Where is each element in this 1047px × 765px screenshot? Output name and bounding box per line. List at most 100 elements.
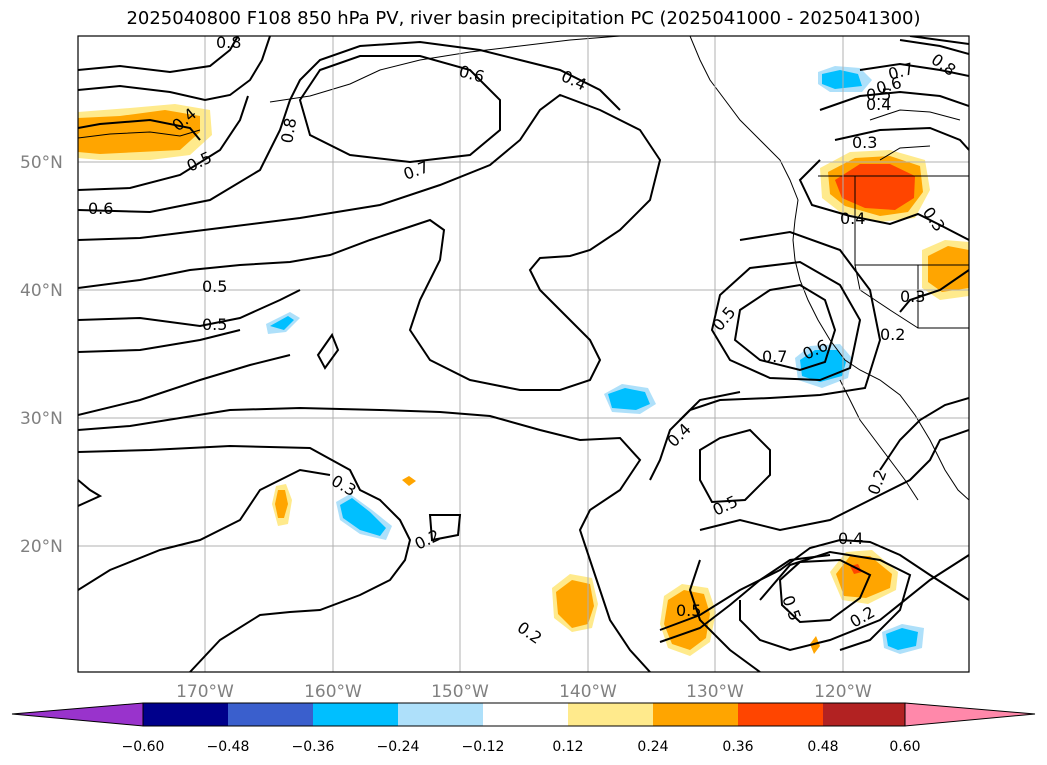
contour-line <box>699 429 969 532</box>
contour-line <box>78 289 301 328</box>
lon-label: 140°W <box>559 682 617 702</box>
colorbar-segment <box>228 703 313 726</box>
contour-line <box>819 90 969 111</box>
contour-line <box>688 559 761 672</box>
contour-label: 0.4 <box>866 95 891 114</box>
contour-line <box>710 260 862 382</box>
colorbar-segment <box>483 703 568 726</box>
shade-positive-tiny <box>810 636 820 654</box>
contour-label: 0.5 <box>676 601 701 620</box>
map-frame <box>77 35 970 673</box>
colorbar-tick: −0.60 <box>122 739 165 755</box>
colorbar-segment <box>823 703 905 726</box>
coastlines <box>78 36 969 501</box>
contour-line <box>78 93 662 391</box>
lon-label: 130°W <box>686 682 744 702</box>
contour-label: 0.6 <box>88 199 113 218</box>
colorbar-tick: 0.36 <box>722 739 753 755</box>
contour-label: 0.4 <box>840 209 865 228</box>
contour-line <box>659 538 969 631</box>
contour-line <box>759 550 912 651</box>
contour-line <box>649 230 882 481</box>
shade-positive-dot <box>402 476 416 486</box>
colorbar-segment <box>653 703 738 726</box>
contour-label: 0.3 <box>900 287 925 306</box>
colorbar-segment <box>738 703 823 726</box>
contour-line <box>78 444 412 672</box>
shade-negative-bc-core <box>822 70 862 89</box>
shade-positive-west-core <box>78 110 200 154</box>
lon-label: 120°W <box>814 682 872 702</box>
pv-contours <box>78 36 969 672</box>
colorbar-extend-high <box>904 702 1036 727</box>
colorbar-tick: 0.60 <box>889 739 920 755</box>
contour-label: 0.5 <box>202 277 227 296</box>
colorbar-tick: −0.24 <box>377 739 420 755</box>
shade-negative-southeast-core <box>886 628 918 650</box>
colorbar-segment <box>143 703 228 726</box>
shade-positive-small-a-core <box>275 490 288 518</box>
contour-line <box>834 126 969 151</box>
colorbar-tick: 0.24 <box>637 739 668 755</box>
contour-line <box>78 479 103 507</box>
shade-negative-hawaii-core <box>340 498 386 536</box>
contour-label: 0.5 <box>202 315 227 334</box>
contour-line <box>78 354 291 416</box>
longitude-labels: 170°W 160°W 150°W 140°W 130°W 120°W <box>176 682 872 702</box>
contour-line <box>78 36 239 74</box>
shade-positive-south-a-core <box>556 580 594 628</box>
contour-label: 0.5 <box>866 85 891 104</box>
colorbar: −0.60 −0.48 −0.36 −0.24 −0.12 0.12 0.24 … <box>11 702 1036 755</box>
colorbar-tick: −0.48 <box>207 739 250 755</box>
shade-negative-offshore-core <box>608 388 650 410</box>
lon-label: 170°W <box>176 682 234 702</box>
colorbar-tick: 0.48 <box>807 739 838 755</box>
contour-line <box>778 558 872 624</box>
contour-label: 0.2 <box>880 325 905 344</box>
contour-line <box>78 95 249 191</box>
lat-label: 50°N <box>20 153 63 173</box>
contour-line <box>909 36 969 45</box>
contour-label: 0.3 <box>852 133 877 152</box>
colorbar-tick: −0.12 <box>462 739 505 755</box>
contour-line <box>739 554 969 652</box>
contour-line <box>659 554 831 643</box>
lon-label: 150°W <box>431 682 489 702</box>
map-title: 2025040800 F108 850 hPa PV, river basin … <box>126 8 921 29</box>
contour-label: 0.7 <box>762 347 787 366</box>
colorbar-segment <box>568 703 653 726</box>
contour-line <box>78 468 331 591</box>
shade-negative-small-core <box>270 316 294 330</box>
contour-line <box>899 269 969 313</box>
contour-line <box>78 406 651 672</box>
colorbar-segment <box>398 703 483 726</box>
contour-label: 0.8 <box>277 116 300 144</box>
contour-line <box>679 391 741 421</box>
contour-line <box>859 62 969 77</box>
contour-line <box>699 428 771 504</box>
lat-label: 20°N <box>20 537 63 557</box>
contour-line <box>899 39 969 55</box>
latitude-labels: 50°N 40°N 30°N 20°N <box>20 153 63 557</box>
colorbar-tick: −0.36 <box>292 739 335 755</box>
contour-label: 0.4 <box>838 529 863 548</box>
lat-label: 40°N <box>20 281 63 301</box>
shade-positive-southeast-mid <box>836 556 892 598</box>
contour-label: 0.8 <box>216 33 241 52</box>
lon-label: 160°W <box>304 682 362 702</box>
lat-label: 30°N <box>20 409 63 429</box>
contour-line <box>78 118 201 141</box>
shade-positive-idaho-core <box>928 246 969 292</box>
contour-line <box>78 36 271 102</box>
contour-line <box>798 159 969 241</box>
contour-line <box>78 40 621 214</box>
contour-line <box>78 329 241 353</box>
colorbar-segment <box>313 703 398 726</box>
contour-line <box>298 55 501 164</box>
contour-line <box>733 283 837 372</box>
colorbar-extend-low <box>11 702 144 727</box>
contour-line <box>879 397 969 471</box>
colorbar-tick: 0.12 <box>552 739 583 755</box>
contour-line <box>428 514 462 542</box>
